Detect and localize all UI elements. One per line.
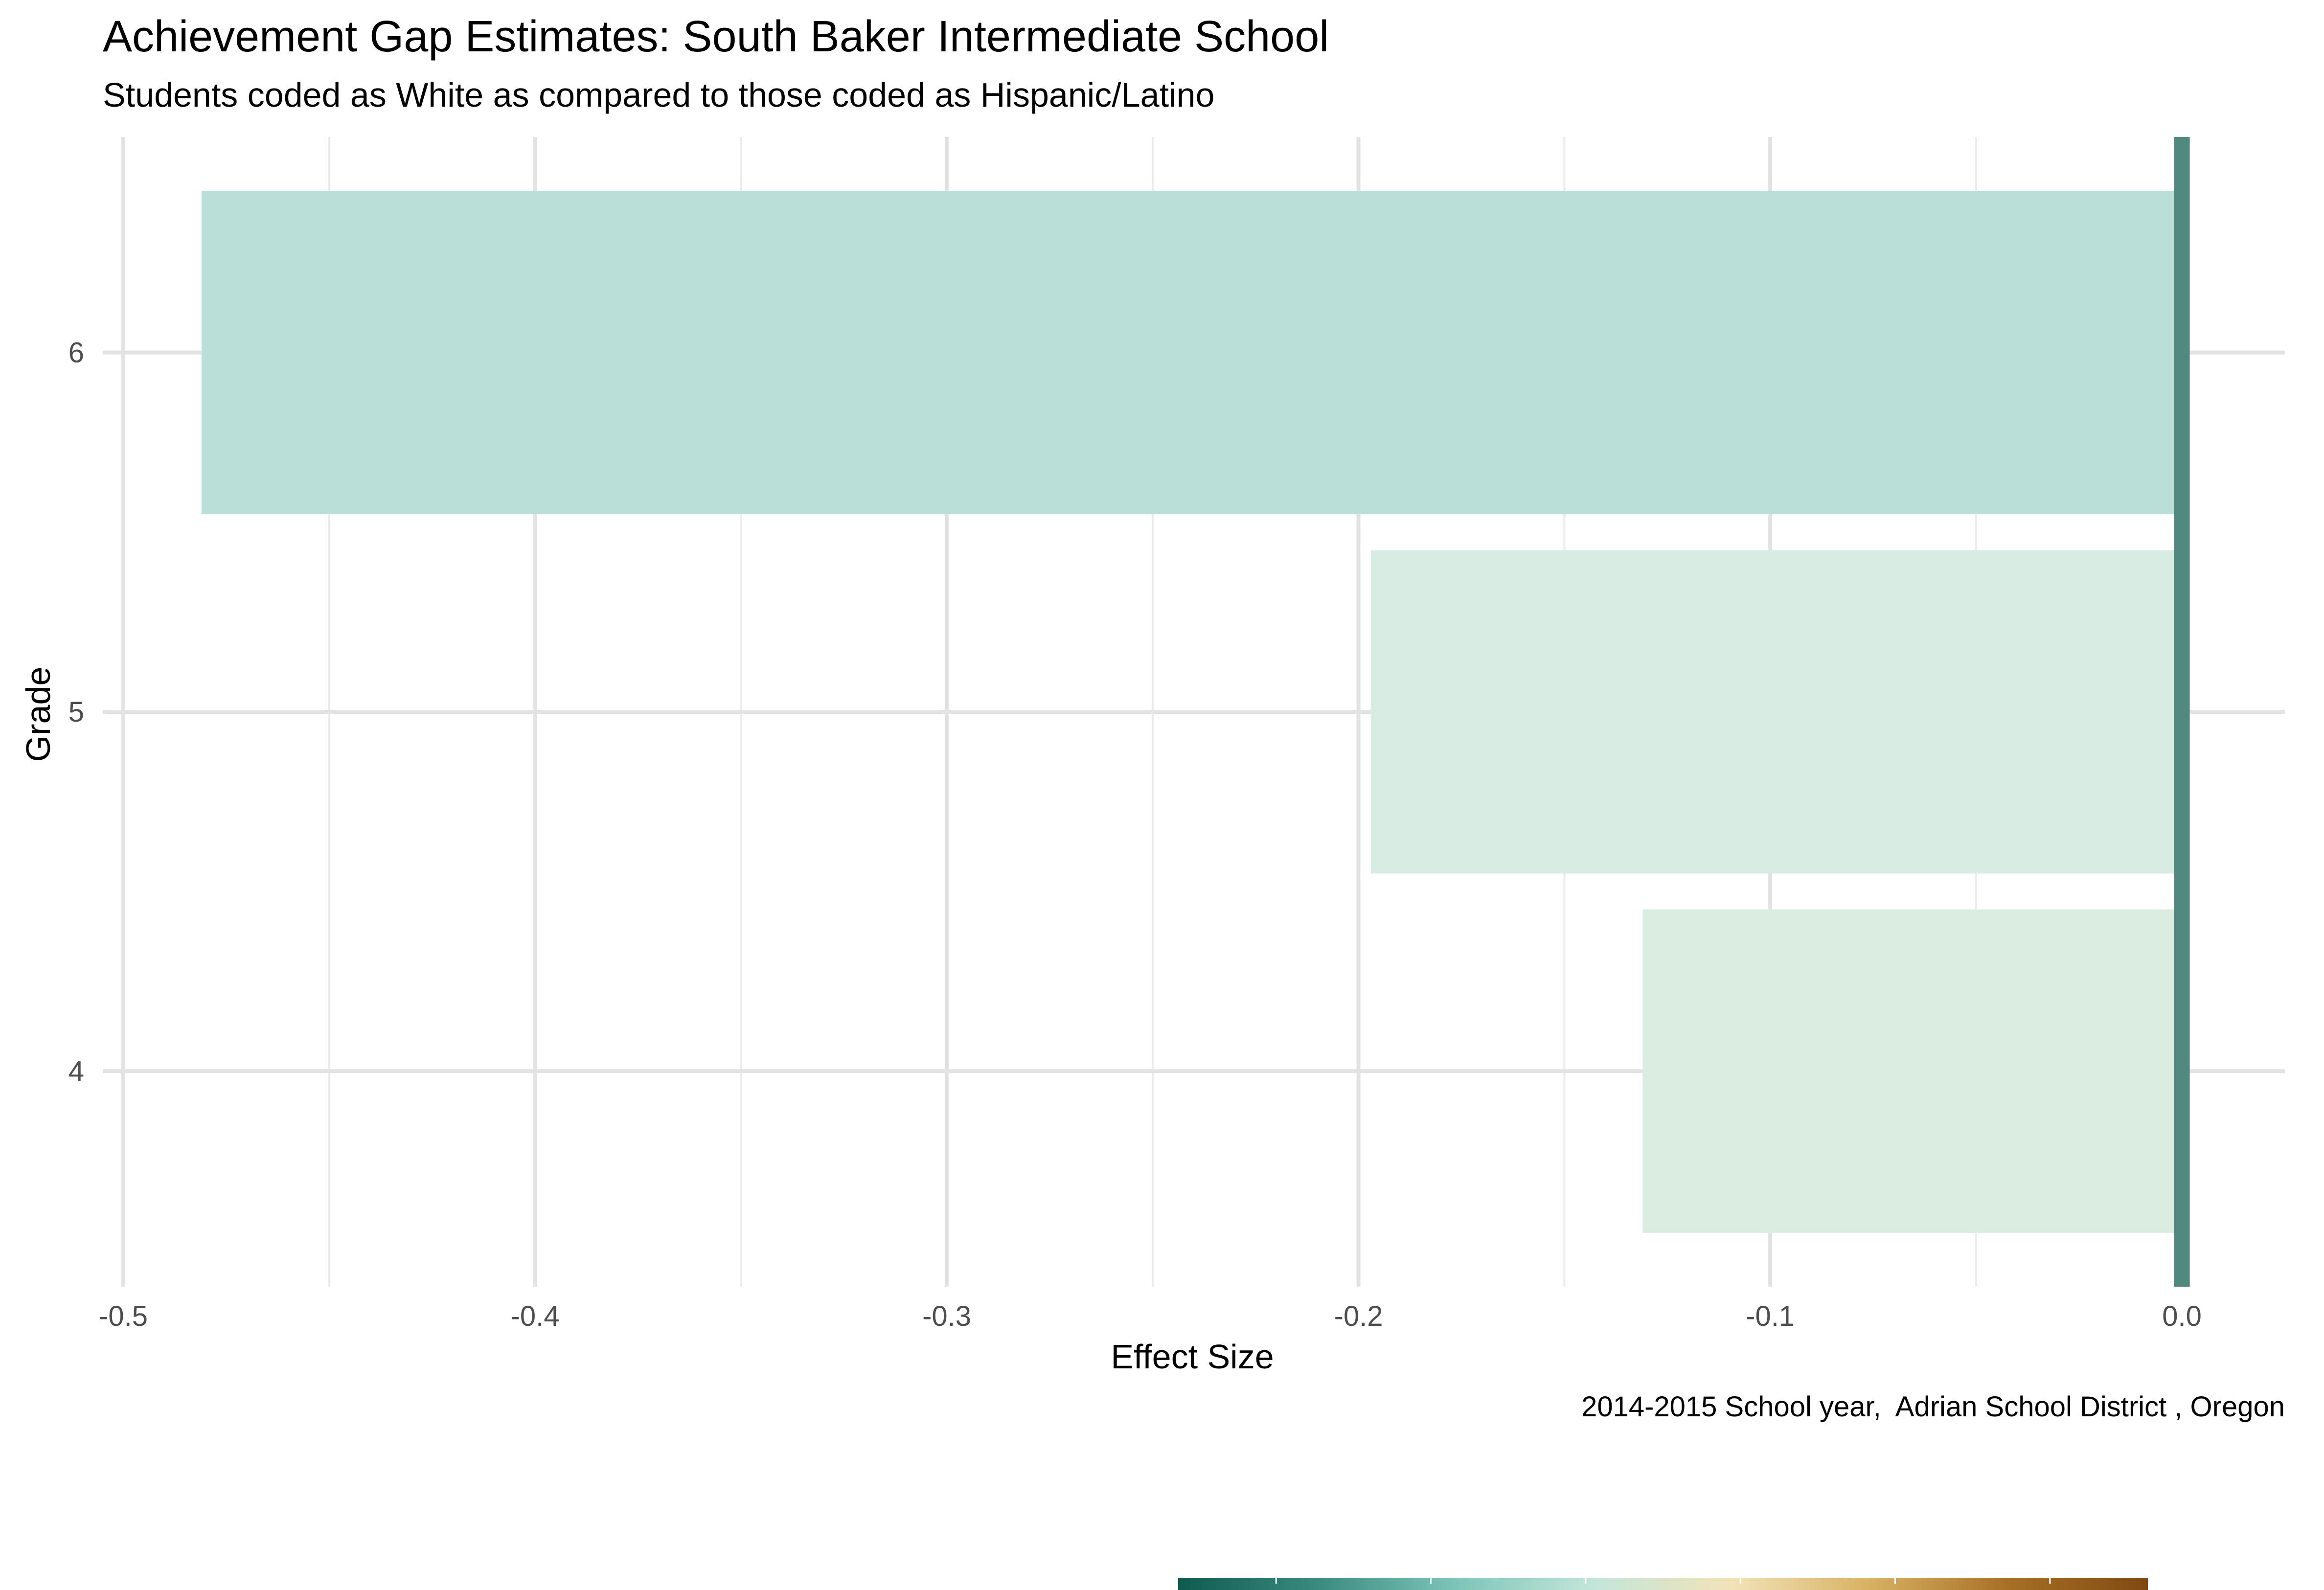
zero-reference-line [2174, 137, 2190, 1287]
y-tick-label: 6 [68, 337, 84, 369]
bar [201, 191, 2182, 515]
x-tick-label: -0.3 [922, 1300, 971, 1332]
chart-caption: 2014-2015 School year, Adrian School Dis… [1581, 1391, 2285, 1423]
x-tick-label: -0.4 [511, 1300, 560, 1332]
x-tick-label: -0.2 [1334, 1300, 1383, 1332]
x-tick-label: -0.5 [99, 1300, 148, 1332]
legend-colorbar [1178, 1578, 2148, 1590]
axes: -0.5 -0.4 -0.3 -0.2 -0.1 0.0 4 5 6 [68, 337, 2202, 1332]
chart-title: Achievement Gap Estimates: South Baker I… [103, 12, 1329, 61]
bar [1642, 909, 2182, 1233]
y-tick-label: 5 [68, 696, 84, 728]
chart-subtitle: Students coded as White as compared to t… [103, 76, 1214, 114]
x-tick-label: -0.1 [1746, 1300, 1795, 1332]
x-axis-label: Effect Size [1111, 1338, 1274, 1376]
y-axis-label: Grade [19, 667, 57, 762]
colorbar [1178, 1578, 2148, 1590]
y-tick-label: 4 [68, 1055, 84, 1087]
bar [1370, 550, 2182, 874]
bars [201, 137, 2190, 1287]
x-tick-label: 0.0 [2162, 1300, 2202, 1332]
